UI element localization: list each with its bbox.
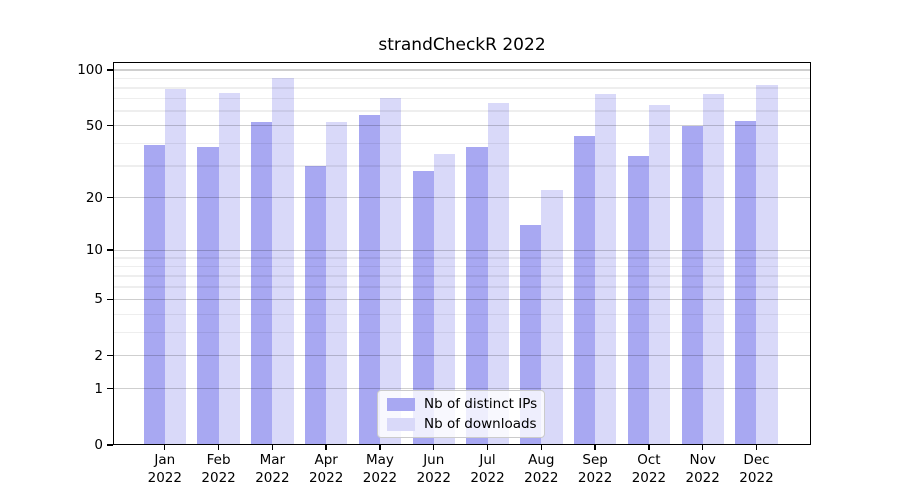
x-tick-label-oct: Oct 2022 (631, 452, 667, 486)
gridline-minor-3 (113, 331, 811, 333)
y-tick-label-100: 100 (77, 62, 103, 79)
x-tick-label-jun: Jun 2022 (416, 452, 451, 486)
x-tick-mar (271, 445, 274, 450)
y-tick-label-1: 1 (94, 380, 103, 397)
legend-item-downloads: Nb of downloads (387, 416, 537, 432)
gridline-minor-80 (113, 87, 811, 89)
legend: Nb of distinct IPs Nb of downloads (377, 390, 545, 438)
gridline-minor-9 (113, 257, 811, 259)
x-tick-label-mar: Mar 2022 (255, 452, 290, 486)
bar-downloads-aug (541, 190, 563, 445)
gridline-minor-90 (113, 77, 811, 80)
y-tick-label-0: 0 (94, 437, 103, 453)
legend-swatch-downloads (387, 417, 415, 431)
y-tick-100 (107, 69, 113, 71)
x-tick-may (379, 445, 381, 450)
y-tick-label-10: 10 (85, 242, 103, 259)
bar-downloads-sep (595, 94, 617, 445)
x-tick-label-jan: Jan 2022 (147, 452, 182, 486)
gridline-minor-60 (113, 110, 811, 112)
y-tick-label-50: 50 (85, 117, 103, 134)
x-tick-apr (325, 445, 327, 450)
y-tick-0 (107, 444, 113, 446)
gridline-major-1 (113, 388, 811, 390)
gridline-major-5 (113, 298, 811, 301)
y-tick-20 (107, 196, 113, 199)
x-tick-label-sep: Sep 2022 (577, 452, 613, 486)
x-tick-label-dec: Dec 2022 (739, 452, 774, 486)
bar-distinct-ips-aug (520, 225, 542, 445)
bar-distinct-ips-jan (143, 145, 165, 445)
bar-distinct-ips-dec (735, 120, 757, 445)
x-tick-oct (648, 445, 650, 450)
x-tick-jun (433, 445, 435, 450)
x-tick-label-feb: Feb 2022 (201, 452, 236, 486)
bar-downloads-oct (648, 104, 671, 445)
gridline-minor-7 (113, 275, 811, 277)
chart-title: strandCheckR 2022 (378, 35, 546, 55)
bar-distinct-ips-apr (304, 166, 327, 445)
bar-distinct-ips-may (358, 115, 380, 445)
bar-downloads-mar (272, 77, 294, 445)
y-tick-2 (107, 355, 113, 357)
bar-distinct-ips-jul (466, 147, 488, 445)
legend-label-downloads: Nb of downloads (424, 416, 537, 432)
x-tick-dec (755, 445, 758, 450)
y-tick-label-5: 5 (94, 291, 103, 308)
gridline-major-100 (113, 69, 811, 71)
gridline-minor-4 (113, 313, 811, 315)
legend-swatch-distinct-ips (387, 397, 415, 411)
bar-downloads-feb (218, 93, 240, 445)
bar-distinct-ips-mar (251, 122, 273, 445)
y-tick-5 (107, 298, 113, 301)
bar-downloads-nov (702, 94, 724, 445)
gridline-major-20 (113, 197, 811, 199)
bar-downloads-jan (164, 89, 186, 445)
legend-label-distinct-ips: Nb of distinct IPs (424, 396, 538, 412)
bar-downloads-apr (326, 122, 348, 445)
y-tick-label-2: 2 (94, 347, 103, 364)
gridline-minor-70 (113, 98, 811, 100)
x-tick-feb (217, 445, 220, 450)
x-tick-label-may: May 2022 (362, 452, 398, 486)
x-tick-sep (594, 445, 596, 450)
y-tick-1 (107, 387, 113, 390)
x-tick-label-apr: Apr 2022 (308, 452, 344, 486)
bar-distinct-ips-sep (573, 135, 596, 445)
y-tick-label-20: 20 (85, 189, 103, 206)
y-tick-10 (107, 249, 113, 251)
x-tick-aug (540, 445, 543, 450)
bar-downloads-jun (433, 153, 455, 445)
bar-downloads-jul (487, 103, 509, 445)
x-tick-label-jul: Jul 2022 (470, 452, 505, 486)
x-tick-nov (702, 445, 704, 450)
x-tick-jul (486, 445, 489, 450)
bar-distinct-ips-nov (681, 125, 703, 445)
gridline-major-50 (113, 124, 811, 127)
legend-item-distinct-ips: Nb of distinct IPs (387, 396, 538, 412)
gridline-major-2 (113, 355, 811, 357)
plot-area (113, 62, 811, 445)
gridline-minor-8 (113, 265, 811, 268)
x-tick-label-aug: Aug 2022 (524, 452, 559, 486)
bar-downloads-may (379, 97, 402, 445)
gridline-minor-30 (113, 165, 811, 167)
bar-downloads-dec (756, 85, 778, 445)
gridline-minor-6 (113, 286, 811, 288)
y-tick-50 (107, 124, 113, 127)
x-tick-jan (164, 445, 166, 450)
bar-distinct-ips-jun (412, 171, 434, 445)
x-tick-label-nov: Nov 2022 (685, 452, 720, 486)
bar-distinct-ips-oct (627, 156, 649, 445)
gridline-minor-40 (113, 142, 811, 144)
bar-distinct-ips-feb (197, 147, 219, 445)
gridline-major-10 (113, 249, 811, 251)
